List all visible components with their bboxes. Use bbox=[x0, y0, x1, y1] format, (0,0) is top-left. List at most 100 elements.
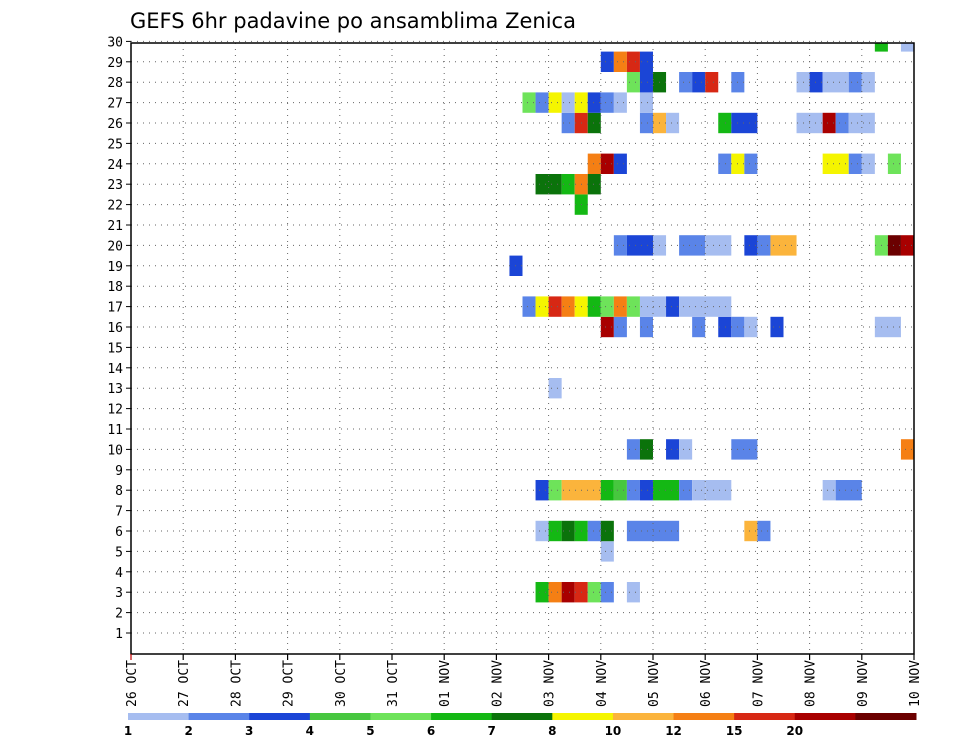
heatmap-cell bbox=[822, 153, 849, 174]
heatmap-cell bbox=[535, 520, 549, 542]
heatmap-cell bbox=[587, 296, 601, 317]
heatmap-cell bbox=[548, 480, 562, 501]
heatmap-cell bbox=[744, 235, 758, 256]
legend-label: 1 bbox=[124, 724, 132, 738]
heatmap-cell bbox=[587, 92, 601, 113]
y-tick-label: 6 bbox=[115, 525, 123, 540]
y-tick-label: 4 bbox=[115, 566, 123, 581]
heatmap-cell bbox=[535, 296, 549, 317]
heatmap-cell bbox=[666, 296, 680, 317]
heatmap-cell bbox=[718, 153, 732, 174]
heatmap-cell bbox=[692, 316, 706, 338]
heatmap-cell bbox=[679, 296, 732, 317]
legend-color-swatch bbox=[794, 713, 856, 720]
heatmap-cell bbox=[679, 72, 693, 93]
heatmap-cell bbox=[587, 174, 601, 195]
heatmap-cell bbox=[809, 72, 823, 93]
heatmap-cell bbox=[718, 112, 732, 134]
y-tick-label: 14 bbox=[107, 362, 123, 377]
y-tick-label: 24 bbox=[107, 158, 123, 173]
y-tick-label: 17 bbox=[107, 301, 123, 316]
heatmap-cell bbox=[848, 112, 875, 134]
heatmap-cell bbox=[848, 153, 862, 174]
heatmap-cell bbox=[653, 480, 680, 501]
heatmap-cell bbox=[666, 439, 680, 460]
legend-label: 5 bbox=[366, 724, 374, 738]
y-tick-label: 2 bbox=[115, 607, 123, 622]
heatmap-cell bbox=[861, 72, 875, 93]
legend-color-swatch bbox=[370, 713, 432, 720]
y-tick-label: 23 bbox=[107, 178, 123, 193]
heatmap-cell bbox=[900, 235, 914, 256]
heatmap-cell bbox=[900, 439, 914, 460]
heatmap-cell bbox=[626, 480, 640, 501]
legend-color-swatch bbox=[734, 713, 796, 720]
heatmap-cell bbox=[535, 480, 549, 501]
x-tick-label: 03 NOV bbox=[543, 660, 558, 707]
plot-frame bbox=[130, 42, 915, 655]
heatmap-cell bbox=[666, 112, 680, 134]
y-axis: 1234567891011121314151617181920212223242… bbox=[107, 35, 131, 642]
y-tick-label: 10 bbox=[107, 443, 123, 458]
heatmap-cell bbox=[613, 480, 627, 501]
y-tick-label: 5 bbox=[115, 545, 123, 560]
heatmap-cell bbox=[600, 316, 614, 338]
heatmap-cell bbox=[639, 480, 653, 501]
heatmap-cell bbox=[626, 582, 640, 603]
heatmap-cell bbox=[561, 112, 575, 134]
heatmap-cell bbox=[835, 112, 849, 134]
x-tick-label: 01 NOV bbox=[438, 660, 453, 707]
heatmap-cell bbox=[861, 153, 875, 174]
heatmap-cell bbox=[522, 92, 536, 113]
heatmap-cell bbox=[705, 235, 732, 256]
x-tick-label: 04 NOV bbox=[595, 660, 610, 707]
y-tick-label: 20 bbox=[107, 239, 123, 254]
heatmap-cell bbox=[600, 582, 614, 603]
y-tick-label: 28 bbox=[107, 76, 123, 91]
x-tick-label: 31 OCT bbox=[386, 660, 401, 707]
heatmap-cell bbox=[639, 316, 653, 338]
color-legend: 1 2 3 4 5 6 7 8 10 12 15 20 bbox=[124, 713, 917, 738]
heatmap-cell bbox=[561, 174, 575, 195]
x-tick-label: 27 OCT bbox=[177, 660, 192, 707]
heatmap-cell bbox=[692, 72, 706, 93]
heatmap-cell bbox=[900, 43, 914, 52]
x-tick-label: 05 NOV bbox=[647, 660, 662, 707]
heatmap-cell bbox=[600, 153, 614, 174]
heatmap-cell bbox=[626, 439, 640, 460]
legend-label: 6 bbox=[427, 724, 435, 738]
heatmap-cell bbox=[561, 520, 575, 542]
legend-label: 20 bbox=[786, 724, 803, 738]
heatmap-cell bbox=[874, 43, 888, 52]
heatmap-cell bbox=[600, 51, 614, 72]
y-tick-label: 3 bbox=[115, 586, 123, 601]
y-tick-label: 26 bbox=[107, 117, 123, 132]
heatmap-cell bbox=[548, 296, 562, 317]
heatmap-cell bbox=[626, 235, 653, 256]
heatmap-cell bbox=[587, 582, 601, 603]
heatmap-cell bbox=[835, 480, 862, 501]
y-tick-label: 30 bbox=[107, 35, 123, 50]
heatmap-cell bbox=[561, 92, 575, 113]
x-tick-label: 10 NOV bbox=[908, 660, 923, 707]
legend-label: 15 bbox=[726, 724, 743, 738]
heatmap-cell bbox=[744, 316, 758, 338]
y-tick-label: 27 bbox=[107, 97, 123, 112]
heatmap-cell bbox=[731, 112, 758, 134]
legend-color-swatch bbox=[249, 713, 311, 720]
legend-label: 12 bbox=[665, 724, 682, 738]
heatmap-cell bbox=[587, 112, 601, 134]
legend-color-swatch bbox=[309, 713, 371, 720]
heatmap-cell bbox=[639, 439, 653, 460]
y-tick-label: 18 bbox=[107, 280, 123, 295]
heatmap-cell bbox=[639, 92, 653, 113]
heatmap-cell bbox=[600, 520, 614, 542]
x-tick-label: 07 NOV bbox=[751, 660, 766, 707]
heatmap-cell bbox=[822, 72, 849, 93]
heatmap-cell bbox=[731, 439, 758, 460]
heatmap-cell bbox=[587, 520, 601, 542]
heatmap-cell bbox=[639, 72, 653, 93]
heatmap-cell bbox=[744, 153, 758, 174]
y-tick-label: 11 bbox=[107, 423, 123, 438]
